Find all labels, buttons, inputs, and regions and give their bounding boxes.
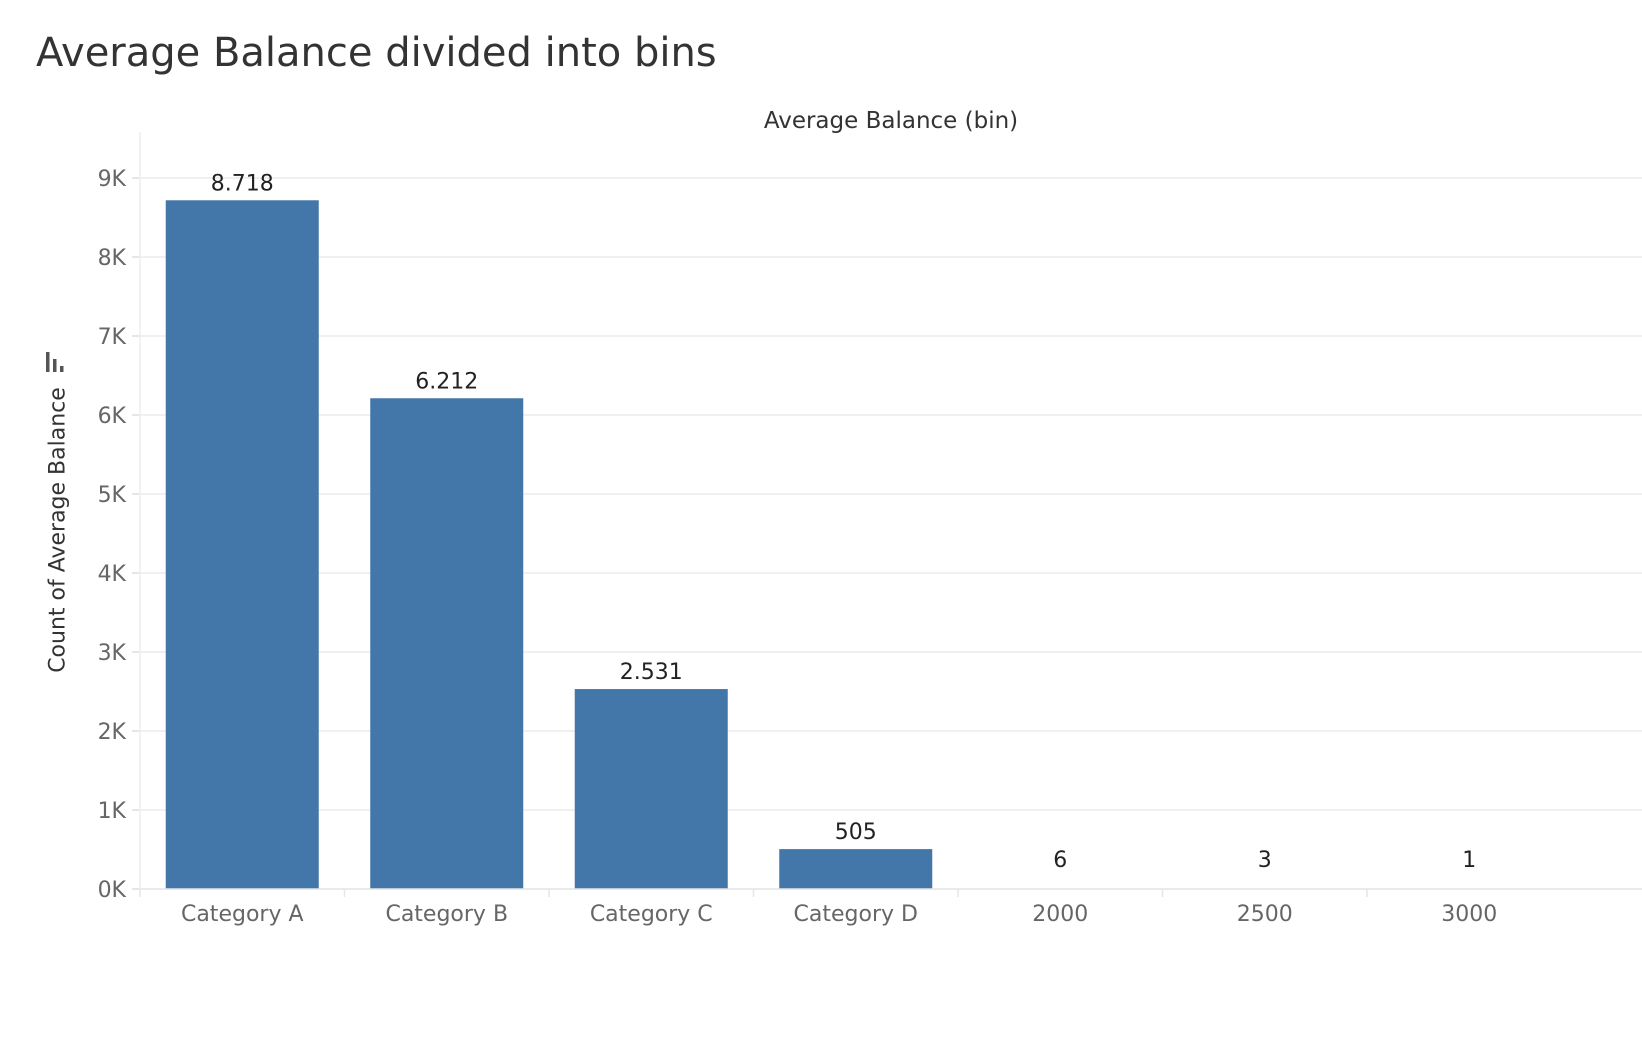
bar-category-c[interactable]	[574, 689, 728, 889]
data-label: 6	[1053, 848, 1067, 873]
x-tick-label: 2500	[1237, 902, 1293, 927]
y-tick-label: 4K	[98, 562, 127, 587]
x-tick-label: Category C	[590, 902, 713, 927]
y-tick-label: 8K	[98, 246, 127, 271]
y-tick-label: 5K	[98, 483, 127, 508]
data-label: 2.531	[620, 660, 683, 685]
x-tick-label: Category B	[385, 902, 508, 927]
data-label: 3	[1258, 848, 1272, 873]
y-tick-label: 7K	[98, 325, 127, 350]
gridlines	[140, 177, 1642, 890]
data-label: 6.212	[415, 369, 478, 394]
y-tick-label: 0K	[98, 878, 127, 903]
bar-category-a[interactable]	[165, 200, 319, 889]
data-label: 1	[1462, 848, 1476, 873]
y-tick-label: 2K	[98, 720, 127, 745]
x-tick-label: Category A	[181, 902, 304, 927]
sort-descending-icon[interactable]	[46, 352, 68, 374]
y-tick-label: 9K	[98, 167, 127, 192]
x-tick-label: Category D	[794, 902, 918, 927]
data-label: 505	[835, 820, 877, 845]
bars	[165, 200, 1546, 889]
labels: 0K 1K 2K 3K 4K 5K 6K 7K 8K 9K 8.718 Category A 6.212…	[98, 167, 1498, 927]
y-tick-label: 1K	[98, 799, 127, 824]
bar-category-d[interactable]	[779, 849, 933, 889]
y-tick-label: 3K	[98, 641, 127, 666]
bar-category-b[interactable]	[370, 398, 524, 889]
axes	[132, 132, 1642, 897]
chart-title: Average Balance divided into bins	[36, 30, 717, 76]
y-tick-label: 6K	[98, 404, 127, 429]
x-tick-label: 2000	[1032, 902, 1088, 927]
data-label: 8.718	[211, 171, 274, 196]
x-tick-label: 3000	[1441, 902, 1497, 927]
x-axis-title: Average Balance (bin)	[763, 108, 1019, 134]
